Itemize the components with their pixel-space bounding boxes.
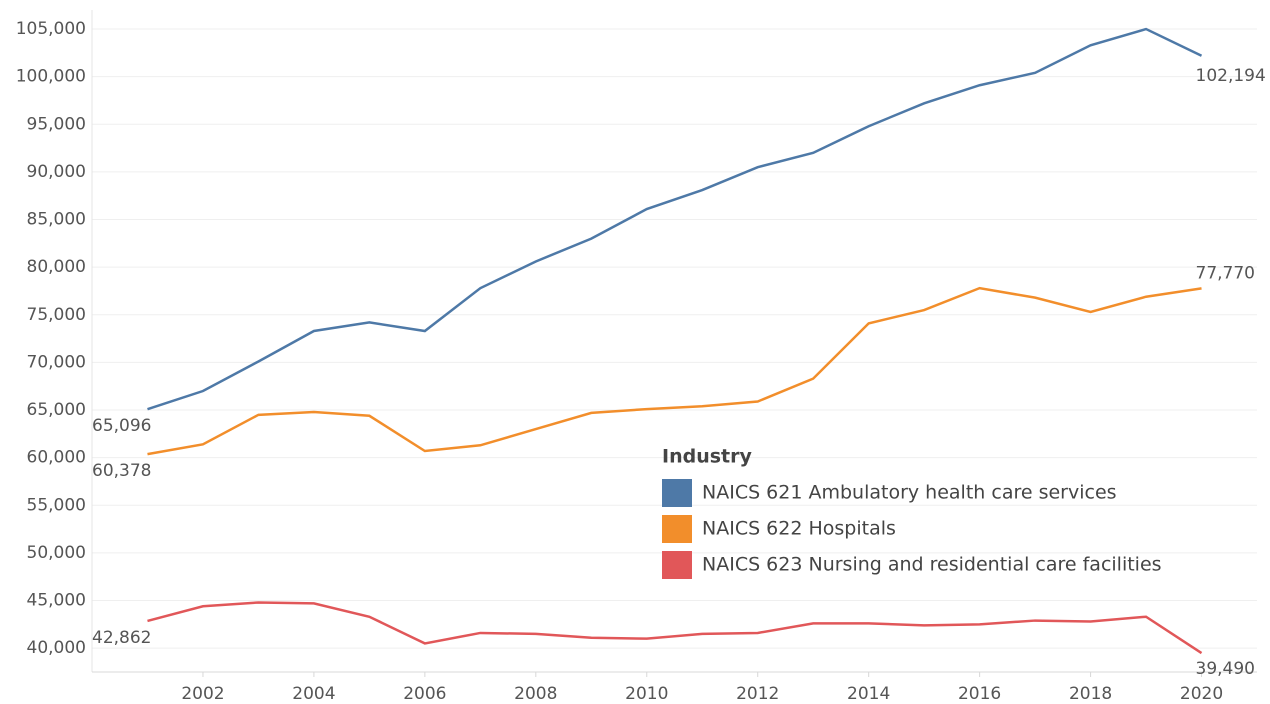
data-label: 60,378 xyxy=(92,461,151,481)
x-tick-label: 2010 xyxy=(625,684,668,704)
data-label: 65,096 xyxy=(92,416,151,436)
x-tick-label: 2020 xyxy=(1180,684,1223,704)
x-tick-label: 2004 xyxy=(292,684,335,704)
data-label: 42,862 xyxy=(92,628,151,648)
y-tick-label: 50,000 xyxy=(27,543,86,563)
legend-label: NAICS 623 Nursing and residential care f… xyxy=(702,554,1162,576)
series-line xyxy=(147,286,1202,456)
x-tick-label: 2006 xyxy=(403,684,446,704)
x-tick-label: 2002 xyxy=(181,684,224,704)
legend-swatch xyxy=(662,515,692,543)
x-tick-label: 2016 xyxy=(958,684,1001,704)
y-tick-label: 105,000 xyxy=(16,19,86,39)
data-label: 39,490 xyxy=(1196,659,1255,679)
legend-label: NAICS 621 Ambulatory health care service… xyxy=(702,482,1117,504)
data-label: 77,770 xyxy=(1196,263,1255,283)
data-label: 102,194 xyxy=(1196,66,1266,86)
y-tick-label: 65,000 xyxy=(27,400,86,420)
y-tick-label: 45,000 xyxy=(27,591,86,611)
series-line xyxy=(147,601,1203,655)
legend-swatch xyxy=(662,479,692,507)
y-tick-label: 60,000 xyxy=(27,448,86,468)
x-tick-label: 2008 xyxy=(514,684,557,704)
y-tick-label: 75,000 xyxy=(27,305,86,325)
x-tick-label: 2018 xyxy=(1069,684,1112,704)
y-tick-label: 55,000 xyxy=(27,495,86,515)
legend-swatch xyxy=(662,551,692,579)
legend-title: Industry xyxy=(662,446,752,468)
y-tick-label: 70,000 xyxy=(27,352,86,372)
x-tick-label: 2012 xyxy=(736,684,779,704)
series-line xyxy=(147,27,1203,411)
legend-label: NAICS 622 Hospitals xyxy=(702,518,896,540)
y-tick-label: 80,000 xyxy=(27,257,86,277)
y-tick-label: 95,000 xyxy=(27,114,86,134)
y-tick-label: 90,000 xyxy=(27,162,86,182)
y-tick-label: 40,000 xyxy=(27,638,86,658)
x-tick-label: 2014 xyxy=(847,684,890,704)
y-tick-label: 100,000 xyxy=(16,67,86,87)
y-tick-label: 85,000 xyxy=(27,210,86,230)
